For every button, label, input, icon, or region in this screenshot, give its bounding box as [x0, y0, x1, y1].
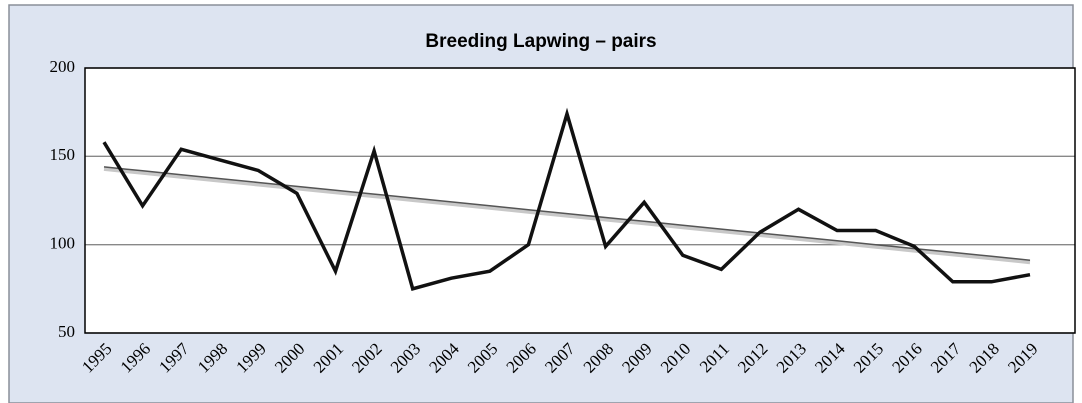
trend-shadow — [103, 166, 1031, 265]
plot-border — [84, 67, 1076, 334]
data-line — [102, 107, 1031, 291]
plot-area — [85, 68, 1075, 333]
y-tick-label: 200 — [50, 57, 76, 76]
trend-line — [103, 166, 1031, 261]
chart-title: Breeding Lapwing – pairs — [425, 31, 656, 52]
y-tick-label: 150 — [50, 145, 76, 164]
y-tick-label: 100 — [50, 234, 76, 253]
y-tick-label: 50 — [58, 322, 75, 341]
